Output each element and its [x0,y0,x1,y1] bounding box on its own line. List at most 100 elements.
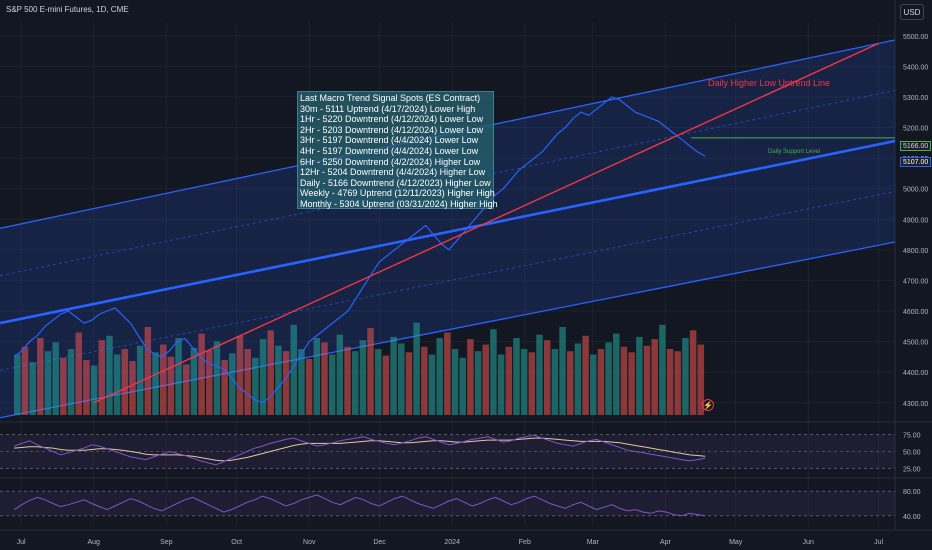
volume-bar [113,354,121,415]
volume-bar [206,350,213,415]
volume-bar [328,354,336,415]
time-tick-label: Aug [87,539,100,546]
signal-line: 30m - 5111 Uptrend (4/17/2024) Lower Hig… [300,103,476,114]
signal-line: Weekly - 4769 Uptrend (12/11/2023) Highe… [300,188,495,199]
support-level-label: Daily Support Level [768,149,821,155]
volume-bar [390,336,397,415]
volume-bar [44,351,52,415]
volume-bar [559,327,566,415]
volume-bar [75,332,82,415]
signal-summary-box: Last Macro Trend Signal Spots (ES Contra… [297,91,498,209]
volume-bar [651,339,658,415]
volume-bar [597,349,605,415]
price-tick-label: 4800.00 [903,248,928,255]
osc-band [0,491,895,516]
time-tick-label: Mar [587,539,600,546]
volume-bar [459,357,466,415]
volume-bar [636,336,643,415]
signal-line: 3Hr - 5197 Downtrend (4/4/2024) Lower Lo… [300,135,479,146]
volume-bar [213,341,221,415]
osc-tick-label: 40.00 [903,514,921,521]
rsi-tick-label: 75.00 [903,433,921,440]
volume-bar [267,330,274,415]
signal-line: Last Macro Trend Signal Spots (ES Contra… [300,93,481,103]
volume-bar [98,340,106,415]
time-tick-label: Jun [803,539,814,546]
volume-bar [60,357,67,415]
volume-bar [29,362,36,415]
volume-bar [482,344,489,415]
support-price-tag: 5166.00 [900,141,932,151]
volume-bar [620,346,628,415]
volume-bar [551,349,559,415]
volume-bar [536,334,543,415]
price-tick-label: 4400.00 [903,370,928,377]
volume-bar [590,354,597,415]
lightning-icon[interactable]: ⚡ [702,399,714,411]
volume-bar [21,346,29,415]
volume-bar [605,342,612,415]
price-tick-label: 4700.00 [903,278,928,285]
price-tick-label: 5300.00 [903,95,928,102]
volume-bar [359,340,367,415]
volume-bar [175,338,182,415]
volume-bar [436,338,443,415]
rsi-line [13,434,706,466]
volume-bar [298,349,305,415]
signal-line: 6Hr - 5250 Downtrend (4/2/2024) Higher L… [300,156,481,167]
trend-line-label: Daily Higher Low Uptrend Line [708,78,831,88]
volume-bar [398,343,405,415]
volume-bars [14,322,705,415]
time-tick-label: Feb [519,539,531,546]
price-tick-label: 4500.00 [903,340,928,347]
volume-bar [344,346,351,415]
volume-bar [566,351,574,415]
volume-bar [382,355,390,415]
volume-bar [528,352,536,415]
price-tick-label: 5400.00 [903,64,928,71]
volume-bar [697,344,705,415]
volume-bar [467,339,474,415]
volume-bar [52,342,59,415]
volume-bar [513,338,520,415]
volume-bar [505,346,513,415]
volume-bar [543,340,551,415]
signal-line: 2Hr - 5203 Downtrend (4/12/2024) Lower L… [300,124,484,135]
volume-bar [497,354,505,415]
time-tick-label: Jul [874,539,883,546]
volume-bar [190,347,198,415]
price-tick-label: 4900.00 [903,217,928,224]
volume-bar [252,357,259,415]
volume-bar [136,345,144,415]
rsi-tick-label: 50.00 [903,450,921,457]
volume-bar [67,349,75,415]
signal-line: 4Hr - 5197 Downtrend (4/4/2024) Lower Lo… [300,145,479,156]
time-tick-label: Sep [160,539,173,546]
price-tick-label: 5500.00 [903,34,928,41]
volume-bar [106,335,113,415]
volume-bar [236,335,244,415]
time-tick-label: Nov [303,539,316,546]
chart-title: S&P 500 E-mini Futures, 1D, CME [6,5,129,14]
volume-bar [144,327,152,415]
volume-bar [674,351,681,415]
volume-bar [582,335,589,415]
volume-bar [574,343,582,415]
volume-bar [83,360,90,415]
volume-bar [221,360,228,415]
uptrend-line-mark [93,42,879,404]
volume-bar [451,349,459,415]
channel-fill [0,39,895,418]
rsi-panel [0,434,895,469]
oscillator-panel [0,490,895,517]
volume-bar [659,324,666,415]
price-series [13,96,706,404]
volume-bar [666,349,674,415]
time-tick-label: Dec [373,539,386,546]
currency-button[interactable]: USD [900,4,924,20]
volume-bar [90,365,98,415]
volume-bar [374,349,382,415]
signal-line: Monthly - 5304 Uptrend (03/31/2024) High… [300,198,498,209]
volume-bar [520,349,528,415]
volume-bar [428,354,436,415]
